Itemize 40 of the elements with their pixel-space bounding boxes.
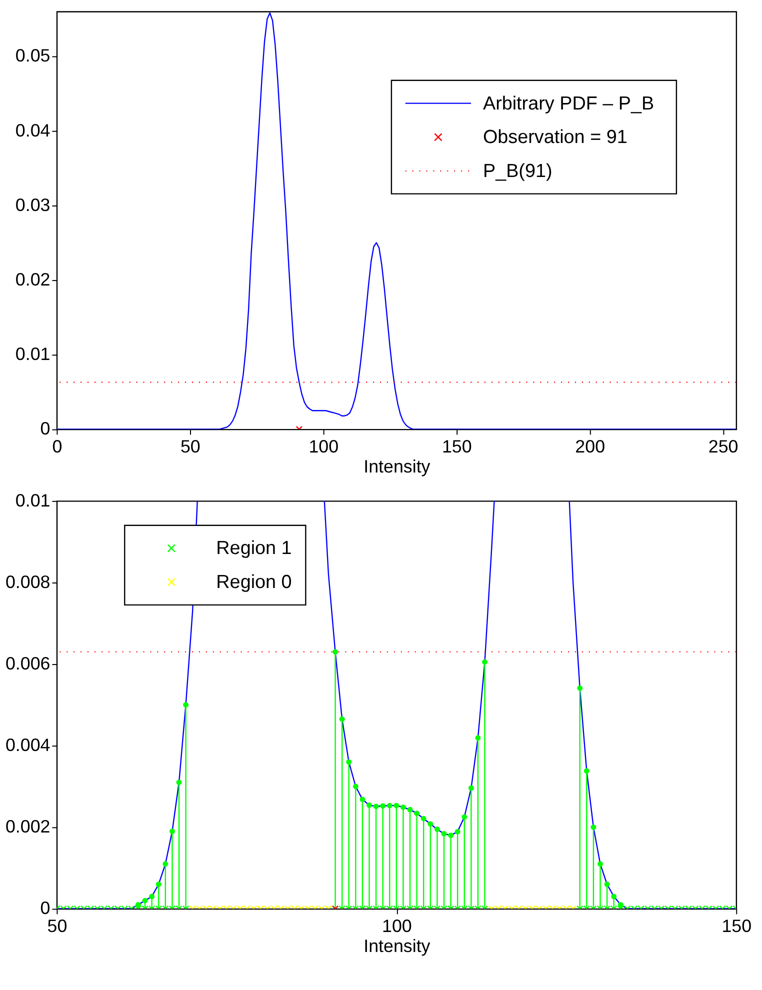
point bbox=[142, 898, 148, 904]
y-tick-label: 0.05 bbox=[15, 46, 50, 66]
x-tick-label: 250 bbox=[708, 436, 738, 457]
point bbox=[156, 882, 162, 888]
y-tick-label: 0.006 bbox=[5, 654, 50, 674]
y-tick-label: 0.02 bbox=[15, 270, 50, 290]
point bbox=[162, 861, 168, 867]
y-tick-label: 0.008 bbox=[5, 572, 50, 592]
legend-label: P_B(91) bbox=[482, 160, 552, 182]
point bbox=[149, 894, 155, 900]
legend-label: Observation = 91 bbox=[482, 127, 628, 148]
y-tick-label: 0.03 bbox=[15, 194, 50, 215]
point bbox=[598, 861, 603, 867]
legend-label: Region 0 bbox=[216, 572, 292, 594]
x-tick-label: 50 bbox=[47, 916, 68, 936]
x-tick-label: 150 bbox=[442, 436, 472, 457]
x-tick-label: 100 bbox=[382, 916, 412, 936]
point bbox=[590, 824, 596, 830]
y-tick-label: 0.04 bbox=[15, 120, 50, 140]
x-axis-title: Intensity bbox=[364, 936, 430, 956]
point bbox=[584, 768, 590, 774]
point bbox=[169, 828, 175, 834]
y-tick-label: 0 bbox=[40, 418, 50, 439]
point bbox=[611, 894, 617, 900]
y-tick-label: 0.002 bbox=[5, 816, 50, 837]
y-tick-label: 0.01 bbox=[15, 344, 50, 364]
y-tick-label: 0.01 bbox=[15, 490, 50, 510]
point bbox=[604, 882, 610, 888]
y-tick-label: 0.004 bbox=[5, 735, 50, 756]
legend-label: Arbitrary PDF – P_B bbox=[482, 93, 654, 114]
point bbox=[176, 780, 182, 786]
legend-label: Region 1 bbox=[216, 538, 292, 560]
y-tick-label: 0 bbox=[40, 898, 50, 918]
point bbox=[577, 685, 583, 691]
x-tick-label: 150 bbox=[722, 916, 752, 936]
x-tick-label: 200 bbox=[575, 436, 606, 457]
x-tick-label: 50 bbox=[180, 436, 200, 457]
x-axis-title: Intensity bbox=[364, 456, 430, 477]
x-tick-label: 100 bbox=[308, 436, 339, 457]
point bbox=[183, 702, 189, 708]
